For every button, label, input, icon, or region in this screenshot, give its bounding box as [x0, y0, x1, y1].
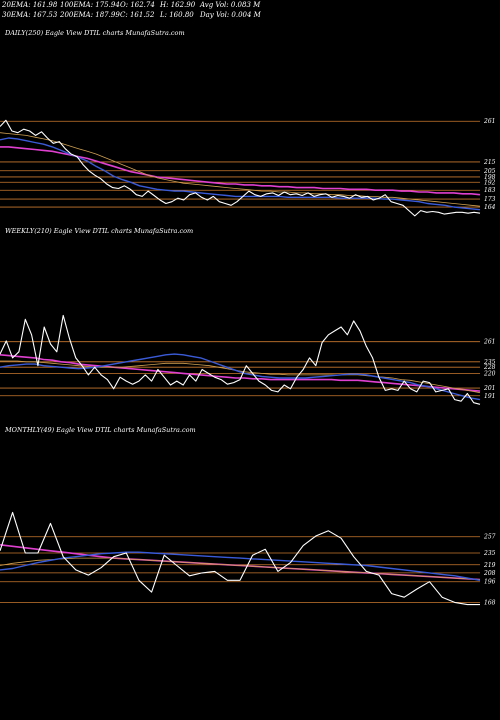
ema100-readout: 100EMA: 175.94: [60, 1, 120, 9]
daily-ema-long-line: [0, 146, 481, 196]
ema20-readout: 20EMA: 161.98: [2, 1, 58, 9]
monthly-level-label: 235: [483, 550, 496, 557]
monthly-price-line: [0, 511, 480, 606]
avg-vol-readout: Avg Vol: 0.083 M: [200, 1, 261, 9]
daily-level-label: 205: [483, 168, 496, 175]
weekly-level-label: 261: [483, 339, 495, 346]
weekly-price-line: [0, 314, 481, 405]
monthly-level-label: 219: [483, 562, 496, 569]
daily-level-label: 164: [484, 204, 496, 211]
daily-level-label: 261: [483, 118, 495, 125]
daily-panel-title: DAILY(250) Eagle View DTIL charts Munafa…: [5, 29, 185, 37]
weekly-level-label: 201: [483, 385, 495, 392]
monthly-ema-mid-line: [0, 557, 481, 580]
daily-ema-short-line: [0, 137, 481, 211]
weekly-level-label: 220: [483, 370, 496, 377]
weekly-ema-mid-line: [0, 360, 481, 394]
weekly-level-label: 228: [483, 364, 496, 371]
weekly-ema-short-line: [0, 353, 481, 401]
monthly-level-label: 208: [483, 570, 496, 577]
daily-price-line: [0, 119, 481, 217]
daily-ema-mid-line: [0, 132, 481, 207]
daily-level-label: 215: [483, 159, 496, 166]
daily-level-label: 173: [484, 196, 496, 203]
ema30-readout: 30EMA: 167.53: [2, 11, 58, 19]
weekly-level-label: 235: [483, 359, 496, 366]
day-vol-readout: Day Vol: 0.004 M: [200, 11, 261, 19]
daily-level-label: 183: [484, 187, 496, 194]
weekly-level-label: 191: [484, 393, 495, 400]
monthly-panel-title: MONTHLY(49) Eagle View DTIL charts Munaf…: [5, 426, 196, 434]
close-readout: C: 161.52: [120, 11, 155, 19]
weekly-panel-title: WEEKLY(210) Eagle View DTIL charts Munaf…: [5, 227, 194, 235]
ema200-readout: 200EMA: 187.99: [60, 11, 120, 19]
monthly-ema-long-line: [0, 544, 481, 581]
indicator-header: 20EMA: 161.98 100EMA: 175.94 O: 162.74 H…: [0, 0, 500, 22]
daily-level-label: 192: [484, 179, 496, 186]
monthly-level-label: 196: [484, 579, 496, 586]
monthly-ema-short-line: [0, 551, 481, 581]
low-readout: L: 160.80: [160, 11, 194, 19]
weekly-ema-long-line: [0, 354, 481, 392]
open-readout: O: 162.74: [120, 1, 155, 9]
daily-level-label: 198: [484, 174, 496, 181]
high-readout: H: 162.90: [160, 1, 196, 9]
monthly-level-label: 168: [484, 599, 496, 606]
monthly-level-label: 257: [483, 534, 496, 541]
